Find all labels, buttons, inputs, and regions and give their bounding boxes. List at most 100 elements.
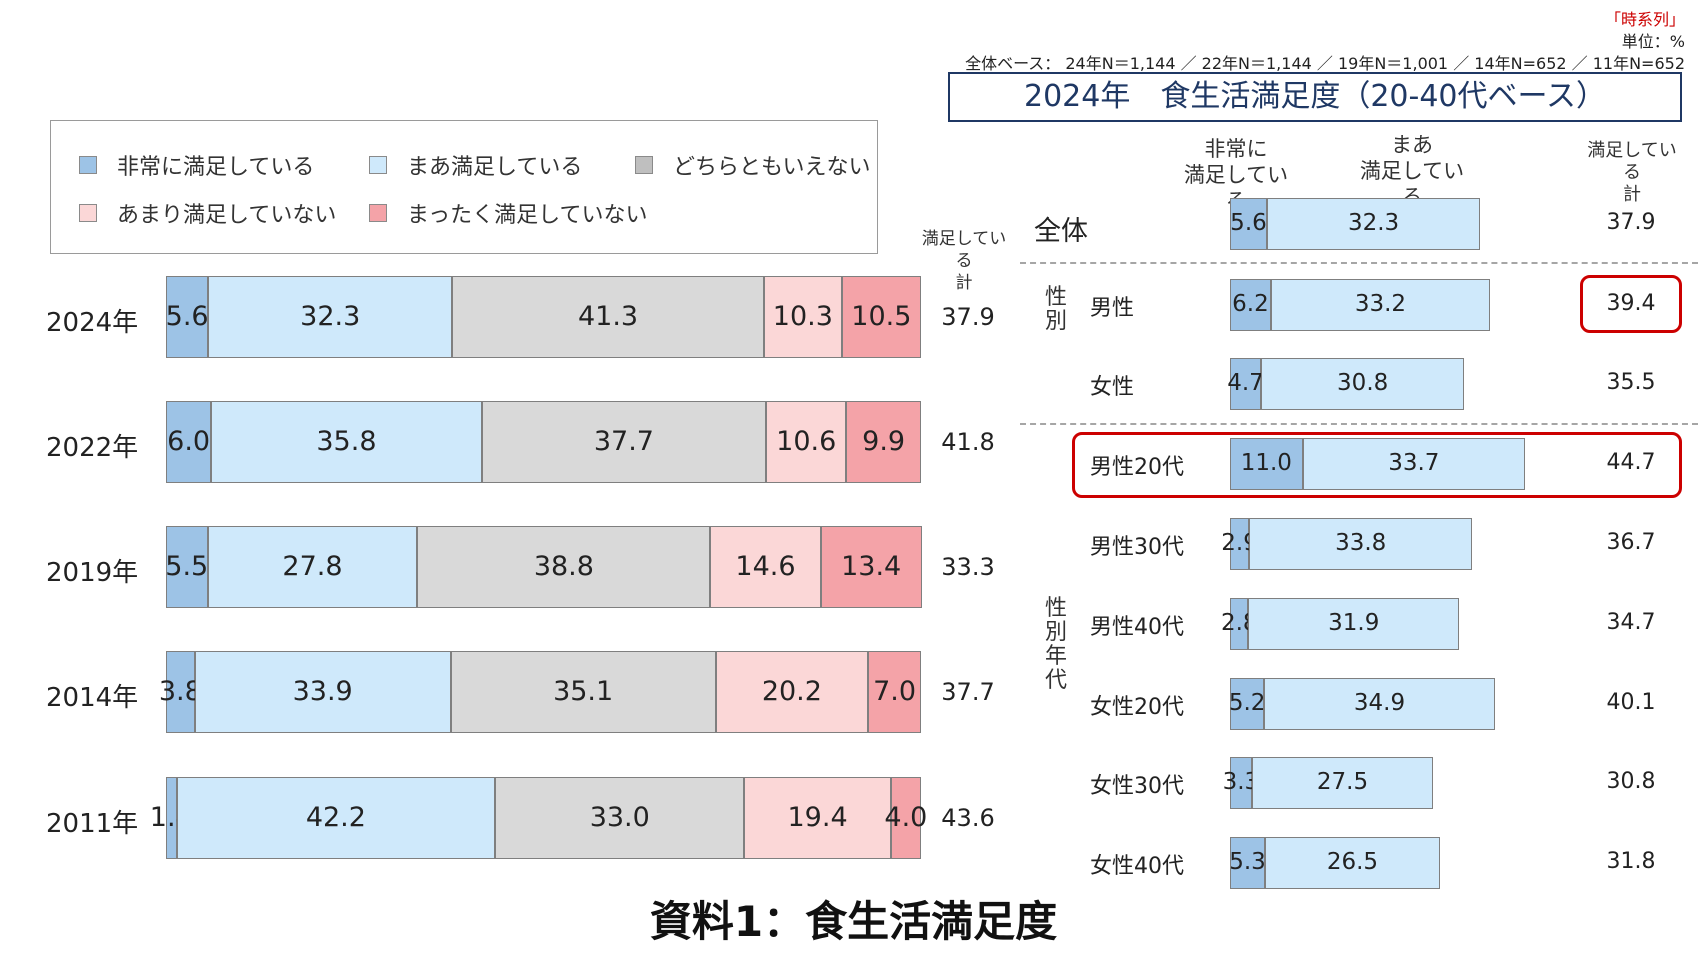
highlight-male-total <box>1580 275 1682 333</box>
data-label: 33.7 <box>1388 450 1440 476</box>
divider <box>1020 262 1698 264</box>
right-col-header-somewhat: まあ 満足している <box>1359 133 1465 209</box>
bar-segment-somewhat-satisfied <box>1270 279 1491 331</box>
bar-segment-neutral <box>417 526 711 608</box>
legend-label: あまり満足していない <box>117 203 337 228</box>
bar-segment-somewhat-satisfied <box>1248 598 1459 650</box>
total-value: 40.1 <box>1606 690 1656 715</box>
legend-swatch-very-satisfied <box>79 156 97 174</box>
bar-segment-neutral <box>450 651 716 733</box>
legend-item: 非常に満足している <box>79 149 314 181</box>
legend-swatch-not-very <box>79 204 97 222</box>
bar-segment-somewhat-satisfied <box>1266 198 1481 250</box>
data-label: 4.7 <box>1227 370 1264 396</box>
total-value: 33.3 <box>941 553 995 581</box>
data-label: 19.4 <box>787 802 848 833</box>
bar-segment-very-satisfied <box>1230 837 1265 889</box>
right-chart-title: 2024年 食生活満足度（20-40代ベース） <box>948 72 1682 122</box>
legend-item: まあ満足している <box>369 149 582 181</box>
data-label: 27.5 <box>1316 769 1369 795</box>
bar-segment-very-satisfied <box>1230 358 1262 410</box>
total-value: 34.7 <box>1606 610 1656 635</box>
data-label: 27.8 <box>282 551 343 582</box>
bar-segment-not-at-all-satisfied <box>841 276 921 358</box>
right-col-header-total: 満足している計 <box>1587 140 1677 205</box>
series-tag: 「時系列」 <box>1604 10 1685 29</box>
bar-segment-not-at-all-satisfied <box>820 526 922 608</box>
data-label: 6.2 <box>1232 291 1269 317</box>
bar-segment-very-satisfied <box>1230 518 1250 570</box>
data-label: 34.9 <box>1353 690 1406 716</box>
data-label: 14.6 <box>735 551 796 582</box>
data-label: 30.8 <box>1337 370 1389 396</box>
bar-segment-very-satisfied <box>166 777 177 859</box>
group-label-gender: 性別 <box>1044 285 1067 334</box>
bar-segment-somewhat-satisfied <box>1251 757 1434 809</box>
bar-segment-neutral <box>452 276 764 358</box>
legend-item: どちらともいえない <box>635 149 871 181</box>
data-label: 5.5 <box>165 551 209 582</box>
data-label: 35.1 <box>553 676 614 707</box>
bar-segment-neutral <box>495 777 745 859</box>
data-label: 41.3 <box>577 301 639 332</box>
total-value: 30.8 <box>1606 769 1656 794</box>
divider <box>1020 423 1698 425</box>
bar-segment-somewhat-satisfied <box>176 777 496 859</box>
legend-swatch-somewhat-satisfied <box>369 156 387 174</box>
bar-segment-neutral <box>481 401 767 483</box>
total-value: 39.4 <box>1606 291 1656 316</box>
bar-segment-somewhat-satisfied <box>1261 358 1465 410</box>
bar-segment-not-very-satisfied <box>763 276 842 358</box>
row-label: 女性20代 <box>1090 695 1184 720</box>
bar-segment-somewhat-satisfied <box>208 276 453 358</box>
row-label: 女性 <box>1090 375 1135 400</box>
bar-segment-very-satisfied <box>1230 438 1303 490</box>
data-label: 5.6 <box>165 301 209 332</box>
total-value: 31.8 <box>1606 849 1656 874</box>
right-col-header-very: 非常に満足している <box>1183 137 1289 213</box>
data-label: 6.0 <box>167 426 211 457</box>
bar-segment-somewhat-satisfied <box>1302 438 1525 490</box>
data-label: 20.2 <box>761 676 822 707</box>
data-label: 37.7 <box>593 426 654 457</box>
data-label: 33.0 <box>589 802 650 833</box>
data-label: 35.8 <box>316 426 377 457</box>
total-value: 37.7 <box>941 678 995 706</box>
data-label: 5.2 <box>1228 690 1266 716</box>
legend-label: まったく満足していない <box>407 203 648 228</box>
highlight-male-20s-row <box>1072 432 1682 498</box>
total-value: 37.9 <box>941 303 995 331</box>
bar-segment-very-satisfied <box>1230 678 1265 730</box>
row-label: 男性20代 <box>1090 455 1184 480</box>
row-label: 全体 <box>1034 216 1088 247</box>
data-label: 10.5 <box>851 301 912 332</box>
bar-segment-very-satisfied <box>166 526 208 608</box>
bar-segment-somewhat-satisfied <box>194 651 451 733</box>
year-label: 2022年 <box>46 433 139 463</box>
data-label: 9.9 <box>862 426 906 457</box>
data-label: 31.9 <box>1328 610 1380 636</box>
data-label: 3.8 <box>158 676 202 707</box>
data-label: 7.0 <box>873 676 917 707</box>
legend-label: どちらともいえない <box>673 155 871 180</box>
row-label: 男性40代 <box>1090 615 1184 640</box>
data-label: 13.4 <box>841 551 902 582</box>
total-value: 44.7 <box>1606 450 1656 475</box>
bar-segment-very-satisfied <box>166 651 195 733</box>
data-label: 26.5 <box>1326 849 1379 875</box>
bar-segment-not-very-satisfied <box>744 777 891 859</box>
group-label-gender-age: 性別年代 <box>1044 596 1067 693</box>
data-label: 33.8 <box>1335 530 1387 556</box>
bar-segment-not-at-all-satisfied <box>868 651 921 733</box>
bar-segment-very-satisfied <box>166 401 212 483</box>
legend-label: まあ満足している <box>407 155 583 180</box>
data-label: 42.2 <box>305 802 366 833</box>
row-label: 男性 <box>1090 296 1135 321</box>
data-label: 33.9 <box>292 676 353 707</box>
year-label: 2024年 <box>46 308 139 338</box>
year-label: 2014年 <box>46 683 139 713</box>
data-label: 10.6 <box>776 426 837 457</box>
legend-swatch-not-at-all <box>369 204 387 222</box>
